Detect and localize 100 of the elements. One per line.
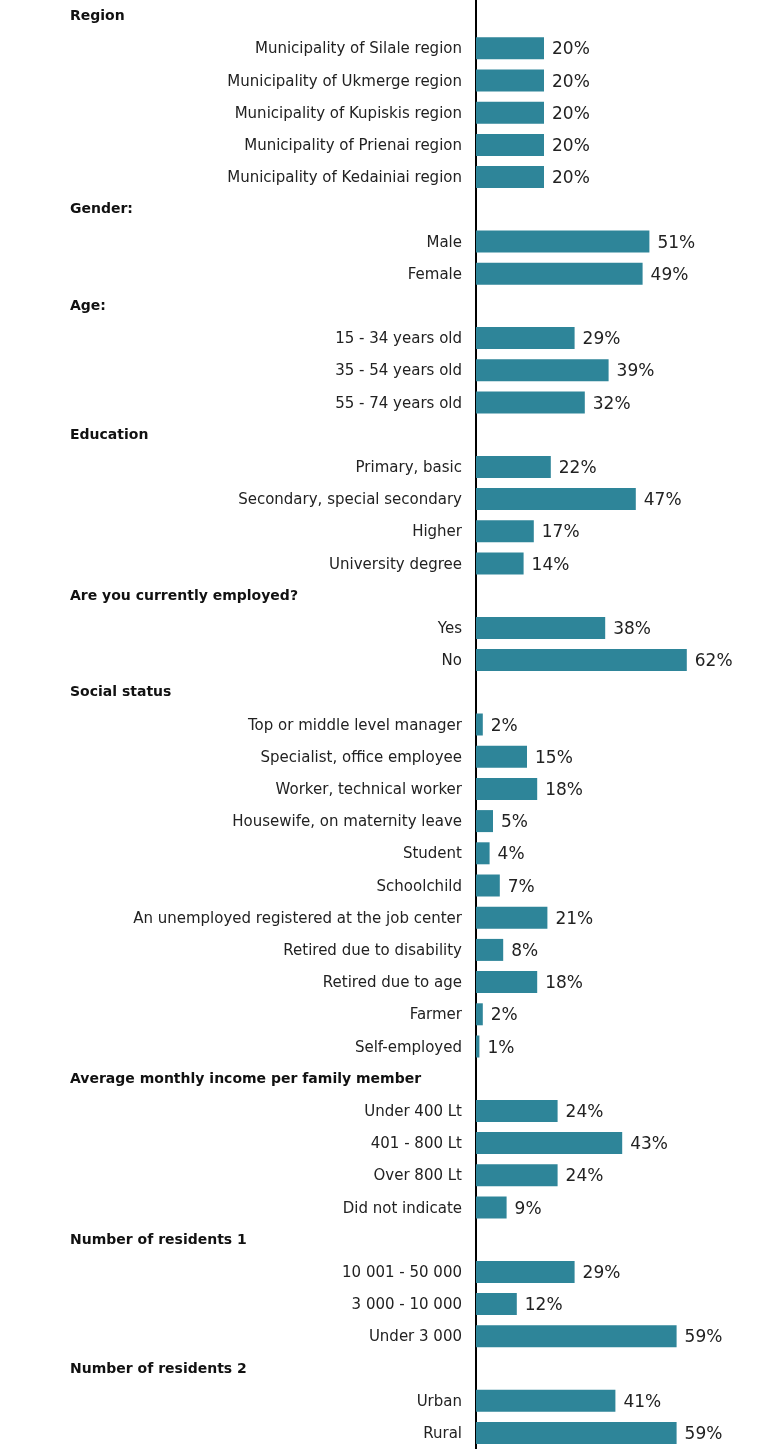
data-label: 29% xyxy=(582,328,621,349)
data-label: 2% xyxy=(490,1004,518,1025)
bar xyxy=(476,230,650,253)
bar xyxy=(476,101,544,124)
bar xyxy=(476,745,527,768)
y-tick-label: Secondary, special secondary xyxy=(238,490,463,509)
bar xyxy=(476,520,534,543)
y-tick-label: Municipality of Kupiskis region xyxy=(234,103,462,122)
text: Are you currently employed? xyxy=(70,586,299,603)
y-tick-label: Municipality of Prienai region xyxy=(244,135,462,154)
text: Region xyxy=(70,7,125,24)
data-label: 7% xyxy=(507,875,535,896)
text: Social status xyxy=(70,683,172,700)
data-label: 47% xyxy=(643,489,682,510)
bar xyxy=(476,1389,616,1412)
bar xyxy=(476,1196,507,1219)
bar xyxy=(476,713,483,736)
text: Age: xyxy=(70,296,106,313)
bar xyxy=(476,69,544,92)
y-tick-label: Worker, technical worker xyxy=(275,779,463,798)
y-tick-label: Student xyxy=(402,844,463,863)
bar xyxy=(476,1325,677,1348)
y-tick-label: 3 000 - 10 000 xyxy=(351,1295,462,1314)
data-label: 24% xyxy=(565,1100,604,1121)
data-label: 17% xyxy=(541,521,580,542)
bar xyxy=(476,649,687,672)
y-tick-label: Male xyxy=(426,232,462,251)
y-tick-label: Under 3 000 xyxy=(368,1327,462,1346)
data-label: 38% xyxy=(613,617,651,638)
y-tick-label: Urban xyxy=(416,1391,462,1410)
bar xyxy=(476,1099,558,1122)
data-label: 49% xyxy=(650,263,689,284)
data-label: 24% xyxy=(565,1165,604,1186)
y-tick-label: No xyxy=(441,651,462,670)
bar xyxy=(476,1164,558,1187)
data-label: 8% xyxy=(511,939,539,960)
data-label: 32% xyxy=(592,392,631,413)
y-tick-label: Schoolchild xyxy=(376,876,462,895)
data-label: 20% xyxy=(552,102,590,123)
data-label: 5% xyxy=(501,811,528,832)
y-tick-label: Did not indicate xyxy=(342,1198,462,1217)
bar xyxy=(476,133,544,156)
y-tick-label: Self-employed xyxy=(354,1037,462,1056)
bar xyxy=(476,842,490,865)
bar xyxy=(476,1421,677,1444)
y-tick-label: Retired due to disability xyxy=(283,940,463,959)
bar xyxy=(476,262,643,285)
y-tick-label: Yes xyxy=(436,618,463,637)
text: Number of residents 2 xyxy=(70,1359,247,1376)
bar xyxy=(476,359,609,382)
y-tick-label: 10 001 - 50 000 xyxy=(342,1262,462,1281)
y-tick-label: Housewife, on maternity leave xyxy=(232,812,462,831)
data-label: 39% xyxy=(616,360,655,381)
bar xyxy=(476,810,493,833)
bar xyxy=(476,327,575,350)
y-tick-label: 401 - 800 Lt xyxy=(370,1134,463,1153)
bar xyxy=(476,1003,483,1026)
data-label: 20% xyxy=(552,134,590,155)
bar xyxy=(476,552,524,575)
data-label: 20% xyxy=(552,70,590,91)
data-label: 20% xyxy=(552,38,590,59)
y-tick-label: Primary, basic xyxy=(355,457,462,476)
y-tick-label: University degree xyxy=(328,554,462,573)
bar xyxy=(476,166,544,189)
data-label: 4% xyxy=(497,843,525,864)
y-tick-label: Higher xyxy=(412,522,463,541)
data-label: 21% xyxy=(555,907,594,928)
data-label: 51% xyxy=(657,231,696,252)
data-label: 15% xyxy=(535,746,573,767)
y-tick-label: Retired due to age xyxy=(322,973,462,992)
bar xyxy=(476,938,504,961)
y-tick-label: Top or middle level manager xyxy=(246,715,463,734)
data-label: 20% xyxy=(552,167,590,188)
y-tick-label: Over 800 Lt xyxy=(373,1166,463,1185)
bar xyxy=(476,1293,517,1316)
y-tick-label: 55 - 74 years old xyxy=(335,393,462,412)
data-label: 2% xyxy=(490,714,518,735)
bar xyxy=(476,616,606,639)
data-label: 1% xyxy=(487,1036,515,1057)
data-label: 41% xyxy=(623,1390,662,1411)
y-tick-label: Rural xyxy=(423,1423,462,1442)
text: Education xyxy=(70,425,149,442)
y-tick-label: An unemployed registered at the job center xyxy=(133,908,463,927)
bar xyxy=(476,906,548,929)
data-label: 18% xyxy=(545,972,583,993)
y-tick-label: 15 - 34 years old xyxy=(335,329,462,348)
y-tick-label: Municipality of Silale region xyxy=(255,39,462,58)
data-label: 22% xyxy=(558,456,597,477)
y-tick-label: Under 400 Lt xyxy=(364,1101,463,1120)
data-label: 12% xyxy=(524,1294,563,1315)
data-label: 62% xyxy=(694,650,733,671)
bar xyxy=(476,391,585,414)
data-label: 18% xyxy=(545,778,583,799)
text: Gender: xyxy=(70,200,133,217)
data-label: 14% xyxy=(531,553,570,574)
bar xyxy=(476,455,551,478)
bar xyxy=(476,777,538,800)
data-label: 29% xyxy=(582,1261,621,1282)
bar xyxy=(476,971,538,994)
y-tick-label: Municipality of Kedainiai region xyxy=(227,168,462,187)
